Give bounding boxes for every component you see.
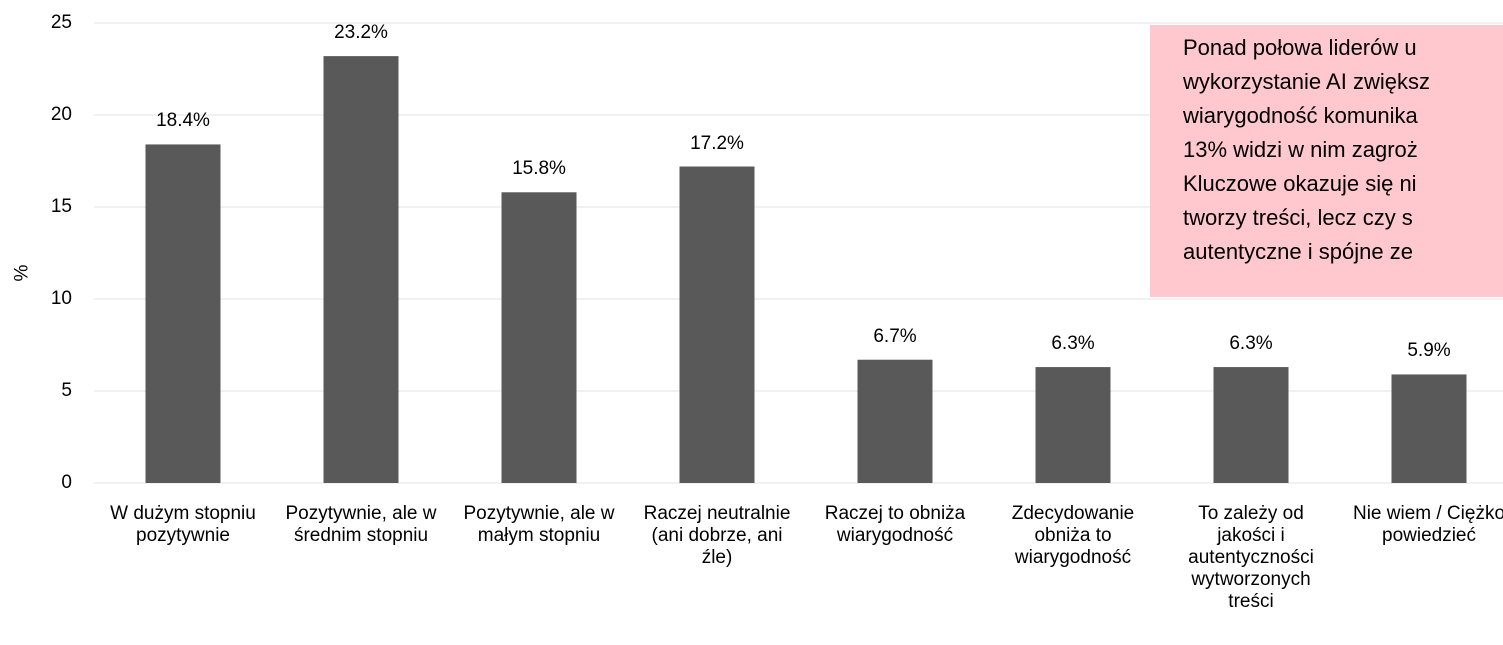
bar <box>1213 367 1289 483</box>
y-axis-label: % <box>11 264 33 282</box>
y-tick-label: 25 <box>50 12 72 33</box>
value-label: 6.3% <box>1229 333 1273 355</box>
x-tick-label: Pozytywnie, ale w średnim stopniu <box>285 503 437 546</box>
annotation-text: 13% widzi w nim zagroż <box>1183 137 1418 162</box>
bar <box>145 144 221 483</box>
bar <box>679 166 755 483</box>
annotation-text: wiarygodność komunika <box>1183 103 1418 128</box>
annotation-text: tworzy treści, lecz czy s <box>1183 205 1413 230</box>
bar <box>501 192 577 483</box>
bar <box>1035 367 1111 483</box>
bar <box>1391 374 1467 483</box>
value-label: 23.2% <box>334 22 388 44</box>
y-tick-label: 20 <box>50 104 72 125</box>
value-label: 6.3% <box>1051 333 1095 355</box>
y-tick-label: 0 <box>61 472 72 493</box>
x-tick-label: W dużym stopniu pozytywnie <box>110 503 256 546</box>
y-tick-label: 15 <box>50 196 72 217</box>
annotation-text: Kluczowe okazuje się ni <box>1183 171 1417 196</box>
x-tick-label: Pozytywnie, ale w małym stopniu <box>463 503 615 546</box>
x-tick-label: Raczej to obniża wiarygodność <box>824 503 966 546</box>
x-tick-label: To zależy od jakości i autentyczności wy… <box>1188 503 1314 612</box>
value-label: 18.4% <box>156 110 210 132</box>
value-label: 5.9% <box>1407 340 1451 362</box>
value-label: 15.8% <box>512 158 566 180</box>
y-tick-label: 10 <box>50 288 72 309</box>
annotation-text: Ponad połowa liderów u <box>1183 35 1417 60</box>
value-label: 17.2% <box>690 132 744 154</box>
bar <box>323 56 399 484</box>
bar <box>857 359 933 483</box>
value-label: 6.7% <box>873 325 917 347</box>
x-tick-label: Nie wiem / Ciężko powiedzieć <box>1352 503 1503 546</box>
x-tick-label: Raczej neutralnie (ani dobrze, ani źle) <box>643 503 791 568</box>
annotation-text: wykorzystanie AI zwiększ <box>1183 69 1430 94</box>
annotation-text: autentyczne i spójne ze <box>1183 239 1413 264</box>
annotation-box: Ponad połowa liderów u wykorzystanie AI z… <box>1150 25 1503 297</box>
y-tick-label: 5 <box>61 380 72 401</box>
x-tick-label: Zdecydowanie obniża to wiarygodność <box>1011 503 1135 568</box>
